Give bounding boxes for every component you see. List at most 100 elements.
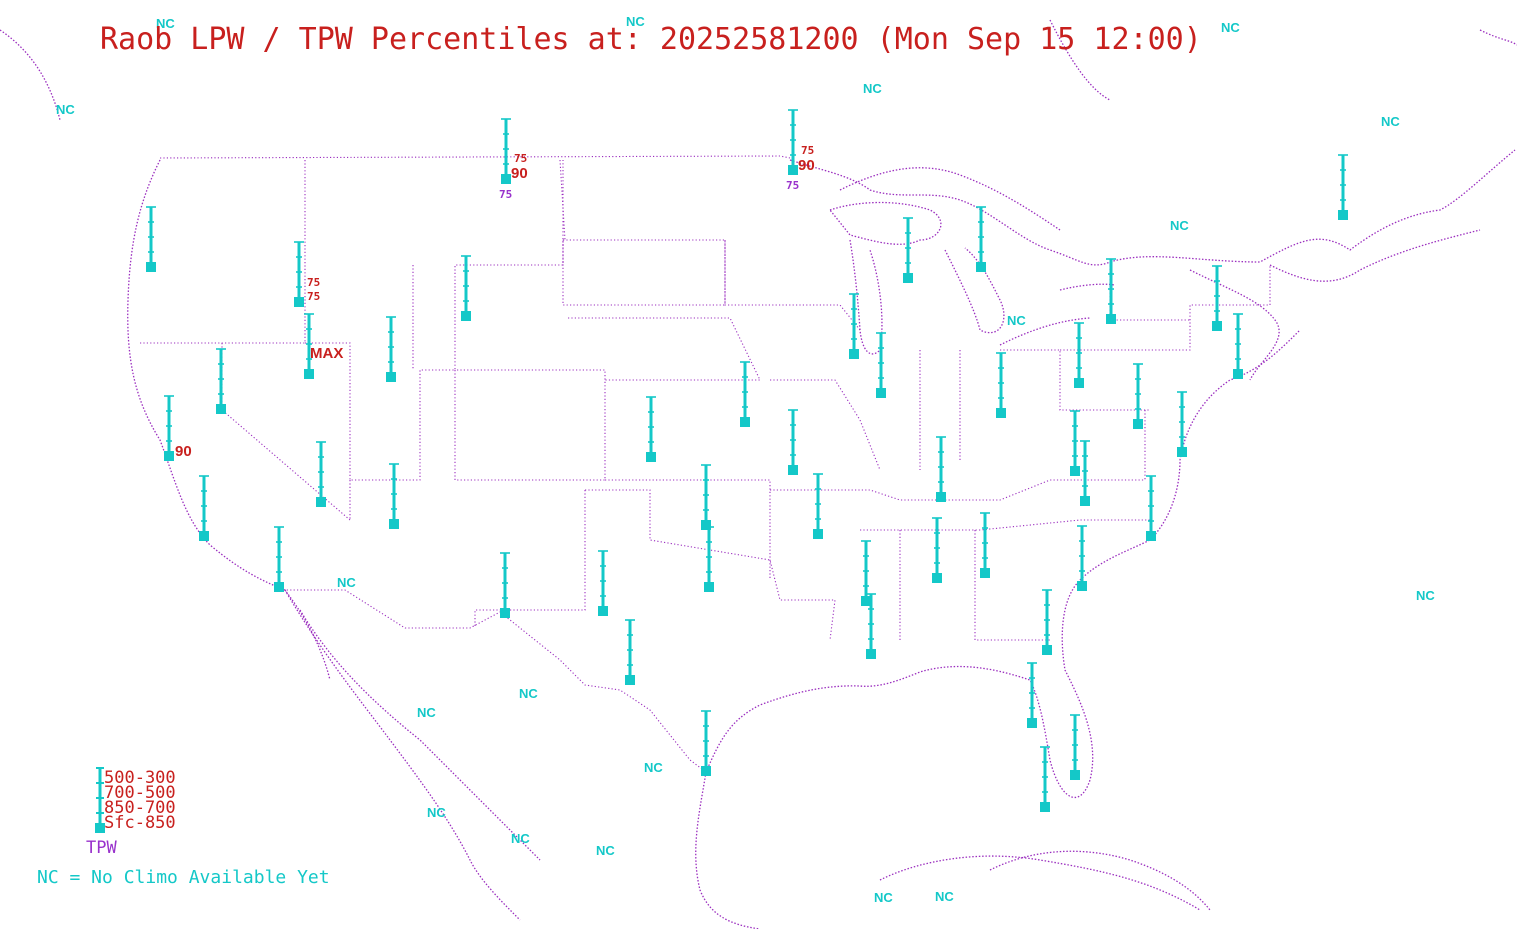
station-glyph (788, 409, 798, 475)
percentile-label: 90 (511, 165, 528, 182)
nc-label: NC (56, 102, 75, 117)
tpw-marker (701, 520, 711, 530)
station-glyph (903, 217, 913, 283)
station-glyph (1233, 313, 1243, 379)
nc-label: NC (417, 705, 436, 720)
tpw-marker (625, 675, 635, 685)
tpw-marker (701, 766, 711, 776)
nc-label: NC (337, 575, 356, 590)
station-glyph (1042, 589, 1052, 655)
percentile-label: 75 (307, 290, 320, 303)
chart-title: Raob LPW / TPW Percentiles at: 202525812… (100, 22, 1202, 57)
station-glyph (813, 473, 823, 539)
tpw-marker (1212, 321, 1222, 331)
tpw-marker (501, 174, 511, 184)
station-glyph (936, 436, 946, 502)
station-glyph (976, 206, 986, 272)
tpw-marker (1080, 496, 1090, 506)
tpw-marker (903, 273, 913, 283)
tpw-marker (1077, 581, 1087, 591)
station-glyph (386, 316, 396, 382)
nc-label: NC (1221, 20, 1240, 35)
station-glyph (1074, 322, 1084, 388)
station-glyph (389, 463, 399, 529)
station-glyph (701, 464, 711, 530)
tpw-marker (788, 465, 798, 475)
station-glyph: 90 (164, 395, 192, 461)
tpw-marker (1042, 645, 1052, 655)
percentile-label: 75 (499, 188, 512, 201)
nc-label: NC (519, 686, 538, 701)
percentile-label: 75 (307, 276, 320, 289)
station-glyph (1027, 662, 1037, 728)
tpw-marker (1027, 718, 1037, 728)
no-climo-layer: NC NC NC NC NC NC NC NC NC NC NC NC NC NC NC NC NC NC (56, 14, 1435, 905)
station-glyph (701, 710, 711, 776)
tpw-marker (646, 452, 656, 462)
legend-layer-700-500: 700-500 (104, 783, 176, 803)
tpw-marker (1233, 369, 1243, 379)
legend-layer-850-700: 850-700 (104, 798, 176, 818)
tpw-marker (389, 519, 399, 529)
percentile-label: 75 (801, 144, 814, 157)
station-glyph (1177, 391, 1187, 457)
tpw-marker (861, 596, 871, 606)
station-glyph (1212, 265, 1222, 331)
tpw-marker (704, 582, 714, 592)
station-glyph (1070, 714, 1080, 780)
station-glyph (849, 293, 859, 359)
tpw-marker (788, 165, 798, 175)
station-glyph (861, 540, 871, 606)
tpw-marker (146, 262, 156, 272)
nc-label: NC (935, 889, 954, 904)
nc-label: NC (626, 14, 645, 29)
station-glyph (1040, 746, 1050, 812)
station-glyph (866, 593, 876, 659)
tpw-marker (1133, 419, 1143, 429)
tpw-marker (976, 262, 986, 272)
station-glyph (274, 526, 284, 592)
tpw-marker (876, 388, 886, 398)
tpw-marker (1106, 314, 1116, 324)
nc-label: NC (1381, 114, 1400, 129)
tpw-marker (1040, 802, 1050, 812)
tpw-marker (980, 568, 990, 578)
tpw-marker (1146, 531, 1156, 541)
percentile-label: 90 (175, 443, 192, 460)
tpw-marker (996, 408, 1006, 418)
station-glyph (646, 396, 656, 462)
station-glyph (625, 619, 635, 685)
station-glyph (740, 361, 750, 427)
tpw-marker (1338, 210, 1348, 220)
station-glyph (316, 441, 326, 507)
station-glyph (216, 348, 226, 414)
tpw-marker (386, 372, 396, 382)
legend-tpw-label: TPW (86, 838, 117, 858)
station-glyph (876, 332, 886, 398)
station-glyph (500, 552, 510, 618)
legend-layer-sfc-850: Sfc-850 (104, 813, 176, 833)
legend-nc-note: NC = No Climo Available Yet (37, 867, 330, 888)
tpw-marker (598, 606, 608, 616)
tpw-marker (740, 417, 750, 427)
nc-label: NC (874, 890, 893, 905)
legend: 500-300 700-500 850-700 Sfc-850 TPW NC =… (37, 767, 330, 888)
nc-label: NC (596, 843, 615, 858)
station-glyph (1146, 475, 1156, 541)
station-glyph (932, 517, 942, 583)
nc-label: NC (427, 805, 446, 820)
tpw-marker (849, 349, 859, 359)
station-glyph (1133, 363, 1143, 429)
station-glyph (461, 255, 471, 321)
tpw-marker (461, 311, 471, 321)
percentile-label: 90 (798, 157, 815, 174)
percentile-label: 75 (786, 179, 799, 192)
tpw-marker (199, 531, 209, 541)
station-glyph (980, 512, 990, 578)
percentile-label: MAX (310, 345, 343, 362)
station-glyph: MAX (304, 313, 343, 379)
